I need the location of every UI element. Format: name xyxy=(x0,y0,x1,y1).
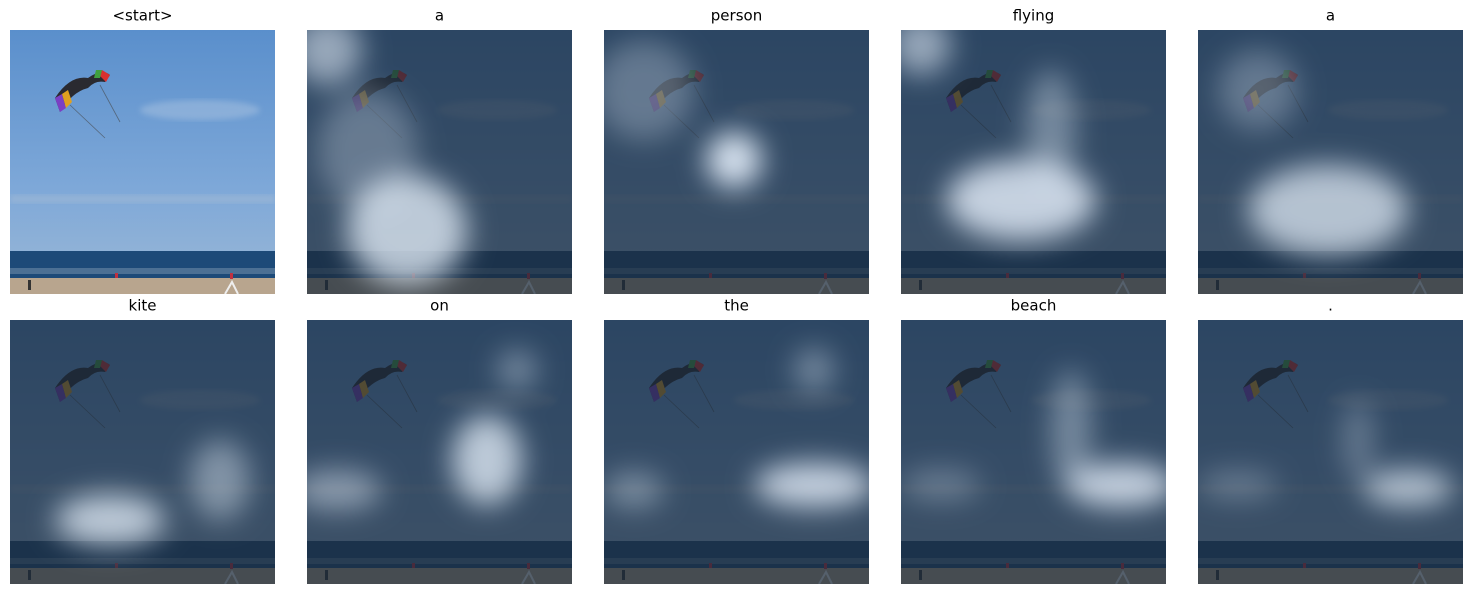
attention-image xyxy=(901,30,1166,294)
attention-blob xyxy=(190,440,250,520)
attention-blob xyxy=(55,495,165,545)
attention-image xyxy=(1198,30,1463,294)
attention-image xyxy=(604,30,869,294)
panel-title: flying xyxy=(1013,7,1055,25)
attention-image xyxy=(10,30,275,294)
attention-map xyxy=(901,30,1096,240)
attention-blob xyxy=(1363,470,1453,506)
attention-image xyxy=(1198,320,1463,584)
attention-blob xyxy=(1198,471,1278,499)
attention-blob xyxy=(946,160,1096,240)
panel-title: the xyxy=(724,297,749,315)
attention-image xyxy=(604,320,869,584)
attention-image xyxy=(10,320,275,584)
attention-blob xyxy=(497,350,537,390)
attention-map xyxy=(55,440,250,545)
attention-map xyxy=(307,350,537,510)
attention-map xyxy=(604,40,762,188)
attention-shade xyxy=(901,320,1166,584)
panel-title: person xyxy=(711,7,762,25)
panel-title: on xyxy=(430,297,449,315)
attention-image xyxy=(307,30,572,294)
attention-shade xyxy=(1198,320,1463,584)
attention-image xyxy=(307,320,572,584)
attention-blob xyxy=(604,40,694,140)
attention-image xyxy=(901,320,1166,584)
attention-blob xyxy=(794,348,834,392)
attention-blob xyxy=(1218,50,1298,130)
attention-map xyxy=(307,30,467,285)
attention-blob xyxy=(1066,463,1166,507)
panel-title: <start> xyxy=(112,7,172,25)
attention-blob xyxy=(1051,370,1091,490)
attention-blob xyxy=(1026,70,1076,190)
attention-map xyxy=(1218,50,1408,255)
attention-blob xyxy=(317,90,417,210)
attention-blob xyxy=(1343,400,1373,480)
attention-map xyxy=(604,348,869,508)
scene-image xyxy=(10,30,275,294)
panel-title: a xyxy=(1326,7,1335,25)
attention-blob xyxy=(901,30,951,75)
attention-blob xyxy=(1248,165,1408,255)
panel-title: a xyxy=(435,7,444,25)
attention-blob xyxy=(706,132,762,188)
panel-title: . xyxy=(1328,297,1333,315)
attention-blob xyxy=(604,472,664,508)
attention-blob xyxy=(754,463,869,507)
attention-blob xyxy=(307,470,382,510)
panel-title: kite xyxy=(129,297,157,315)
panel-title: beach xyxy=(1011,297,1057,315)
attention-blob xyxy=(307,30,362,85)
attention-map xyxy=(901,370,1166,507)
attention-map xyxy=(1198,400,1453,506)
attention-blob xyxy=(901,469,981,501)
attention-blob xyxy=(452,415,522,505)
